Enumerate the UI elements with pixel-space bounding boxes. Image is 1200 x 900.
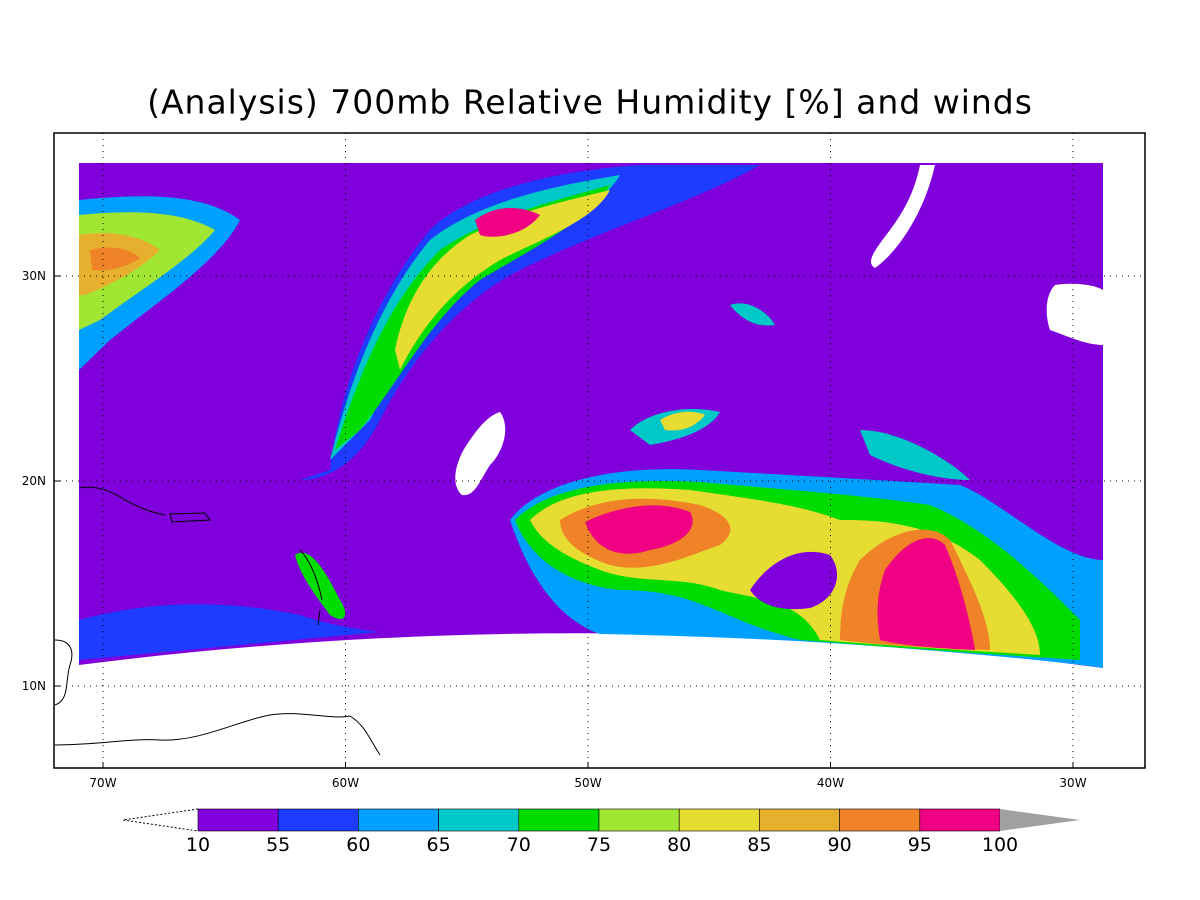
- title: (Analysis) 700mb Relative Humidity [%] a…: [147, 83, 1033, 122]
- coastline: [78, 486, 166, 516]
- field-region: [475, 208, 540, 237]
- x-tick-label: 60W: [332, 776, 359, 790]
- coastline: [169, 512, 211, 523]
- axes: 70W 60W 50W 40W 30W 30N 20N 10N: [22, 133, 1145, 790]
- coastline: [54, 639, 73, 706]
- colorbar-box: [678, 808, 760, 832]
- colorbar-label: 80: [667, 834, 691, 856]
- field-region: [295, 552, 346, 620]
- x-tick-label: 50W: [574, 776, 601, 790]
- colorbar-label: 100: [982, 834, 1018, 856]
- field-region: [730, 303, 775, 326]
- x-tick-label: 30W: [1059, 776, 1086, 790]
- plot-frame: [53, 132, 1146, 769]
- y-tick-label: 10N: [22, 679, 46, 693]
- missing-data: [1046, 283, 1103, 345]
- colorbar-label: 90: [828, 834, 852, 856]
- field-region: [660, 411, 705, 431]
- colorbar-label: 65: [427, 834, 451, 856]
- colorbar-label: 85: [747, 834, 771, 856]
- y-tick-label: 20N: [22, 474, 46, 488]
- y-tick-label: 30N: [22, 269, 46, 283]
- colorbar-box: [358, 808, 439, 832]
- colorbar-label: 55: [266, 834, 290, 856]
- coastline: [54, 713, 381, 756]
- coastlines: [54, 486, 381, 756]
- colorbar-label: 70: [507, 834, 531, 856]
- colorbar-box: [759, 808, 840, 832]
- colorbar-box: [197, 808, 279, 832]
- field-region: [877, 538, 975, 650]
- missing-data: [870, 165, 935, 268]
- field-region: [79, 604, 380, 660]
- colorbar-label: 75: [587, 834, 611, 856]
- colorbar-box: [277, 808, 359, 832]
- colorbar-label: 10: [186, 834, 210, 856]
- field-region: [750, 551, 838, 610]
- colorbar: 10 55 60 65 70 75 80 85 90 95 100: [122, 808, 1080, 856]
- coastline: [299, 549, 323, 626]
- field-region: [585, 505, 693, 554]
- colorbar-box: [518, 808, 600, 832]
- x-tick-label: 70W: [89, 776, 116, 790]
- colorbar-over: [1000, 809, 1080, 831]
- colorbar-box: [919, 808, 1001, 832]
- colorbar-box: [438, 808, 520, 832]
- colorbar-box: [598, 808, 680, 832]
- field-region: [860, 430, 970, 480]
- colorbar-label: 60: [346, 834, 370, 856]
- colorbar-box: [839, 808, 921, 832]
- humidity-field: [79, 163, 1103, 668]
- colorbar-label: 95: [908, 834, 932, 856]
- missing-data: [455, 412, 506, 496]
- x-tick-label: 40W: [817, 776, 844, 790]
- colorbar-under: [122, 808, 199, 832]
